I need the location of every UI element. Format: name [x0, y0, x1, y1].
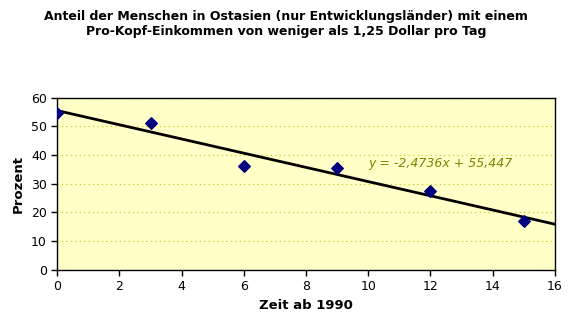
Point	[239, 163, 248, 168]
X-axis label: Zeit ab 1990: Zeit ab 1990	[259, 299, 353, 312]
Point	[53, 111, 62, 116]
Text: y = -2,4736x + 55,447: y = -2,4736x + 55,447	[368, 157, 513, 170]
Point	[146, 121, 155, 126]
Point	[426, 188, 435, 193]
Point	[519, 218, 529, 224]
Point	[332, 165, 341, 170]
Text: Anteil der Menschen in Ostasien (nur Entwicklungsländer) mit einem
Pro-Kopf-Eink: Anteil der Menschen in Ostasien (nur Ent…	[44, 10, 528, 38]
Y-axis label: Prozent: Prozent	[12, 155, 25, 213]
